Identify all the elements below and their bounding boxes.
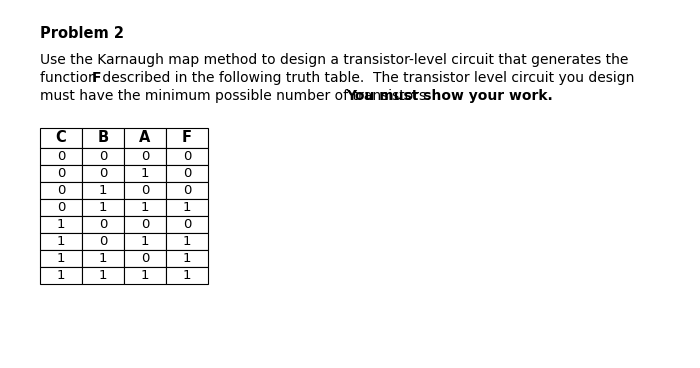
- Text: 1: 1: [183, 269, 191, 282]
- Bar: [40, 128, 82, 148]
- Text: 1: 1: [141, 201, 149, 214]
- Text: 1: 1: [57, 269, 65, 282]
- Bar: [40, 199, 82, 216]
- Bar: [166, 165, 208, 182]
- Text: 0: 0: [57, 201, 65, 214]
- Bar: [40, 182, 82, 199]
- Text: 1: 1: [57, 235, 65, 248]
- Text: You must show your work.: You must show your work.: [346, 89, 553, 103]
- Bar: [82, 199, 124, 216]
- Text: 0: 0: [183, 167, 191, 180]
- Bar: [82, 148, 124, 165]
- Bar: [124, 199, 166, 216]
- Text: 0: 0: [99, 150, 107, 163]
- Bar: [124, 148, 166, 165]
- Bar: [82, 182, 124, 199]
- Text: 0: 0: [99, 218, 107, 231]
- Bar: [82, 128, 124, 148]
- Text: described in the following truth table.  The transistor level circuit you design: described in the following truth table. …: [98, 71, 634, 85]
- Text: 0: 0: [183, 218, 191, 231]
- Text: 1: 1: [183, 201, 191, 214]
- Text: B: B: [97, 131, 108, 145]
- Bar: [40, 250, 82, 267]
- Text: A: A: [139, 131, 150, 145]
- Text: 1: 1: [99, 184, 107, 197]
- Text: 1: 1: [183, 252, 191, 265]
- Text: 0: 0: [99, 167, 107, 180]
- Bar: [124, 233, 166, 250]
- Text: 0: 0: [141, 252, 149, 265]
- Bar: [124, 250, 166, 267]
- Text: 1: 1: [99, 252, 107, 265]
- Bar: [166, 199, 208, 216]
- Bar: [166, 267, 208, 284]
- Bar: [40, 267, 82, 284]
- Text: 0: 0: [183, 184, 191, 197]
- Bar: [166, 148, 208, 165]
- Text: F: F: [182, 131, 192, 145]
- Bar: [124, 267, 166, 284]
- Text: 1: 1: [57, 252, 65, 265]
- Text: 1: 1: [99, 269, 107, 282]
- Bar: [166, 233, 208, 250]
- Text: 0: 0: [57, 167, 65, 180]
- Bar: [166, 250, 208, 267]
- Text: C: C: [55, 131, 66, 145]
- Bar: [82, 165, 124, 182]
- Text: must have the minimum possible number of transistors.: must have the minimum possible number of…: [40, 89, 435, 103]
- Bar: [166, 216, 208, 233]
- Bar: [124, 128, 166, 148]
- Bar: [40, 165, 82, 182]
- Bar: [82, 250, 124, 267]
- Bar: [40, 148, 82, 165]
- Text: 1: 1: [141, 269, 149, 282]
- Bar: [166, 128, 208, 148]
- Text: 1: 1: [99, 201, 107, 214]
- Text: 1: 1: [57, 218, 65, 231]
- Text: 1: 1: [141, 167, 149, 180]
- Bar: [82, 267, 124, 284]
- Text: 0: 0: [141, 184, 149, 197]
- Text: 0: 0: [183, 150, 191, 163]
- Bar: [124, 182, 166, 199]
- Text: Use the Karnaugh map method to design a transistor-level circuit that generates : Use the Karnaugh map method to design a …: [40, 53, 629, 67]
- Bar: [40, 216, 82, 233]
- Text: 1: 1: [183, 235, 191, 248]
- Text: 0: 0: [141, 218, 149, 231]
- Bar: [124, 165, 166, 182]
- Bar: [166, 182, 208, 199]
- Text: 0: 0: [57, 184, 65, 197]
- Text: 1: 1: [141, 235, 149, 248]
- Text: function: function: [40, 71, 101, 85]
- Text: 0: 0: [99, 235, 107, 248]
- Bar: [82, 216, 124, 233]
- Text: Problem 2: Problem 2: [40, 26, 124, 41]
- Text: 0: 0: [57, 150, 65, 163]
- Text: F: F: [92, 71, 102, 85]
- Bar: [82, 233, 124, 250]
- Bar: [40, 233, 82, 250]
- Text: 0: 0: [141, 150, 149, 163]
- Bar: [124, 216, 166, 233]
